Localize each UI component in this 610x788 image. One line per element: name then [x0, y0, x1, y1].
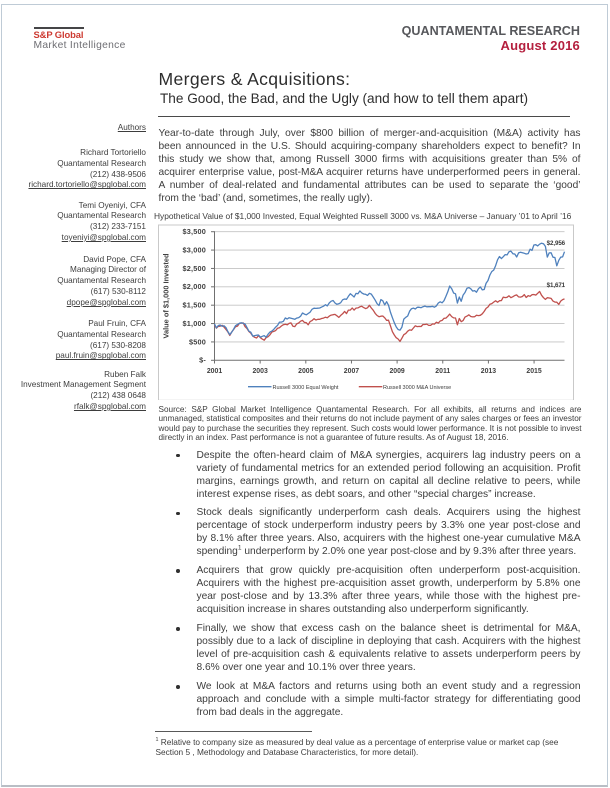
svg-text:2015: 2015	[526, 368, 541, 375]
svg-text:2013: 2013	[481, 368, 496, 375]
svg-text:$3,000: $3,000	[182, 245, 206, 254]
svg-text:$2,000: $2,000	[182, 282, 206, 291]
svg-text:Russell 3000 M&A Universe: Russell 3000 M&A Universe	[383, 385, 451, 391]
svg-text:Value of $1,000 Invested: Value of $1,000 Invested	[162, 253, 171, 339]
svg-text:$1,500: $1,500	[182, 301, 206, 310]
svg-text:$2,500: $2,500	[182, 264, 206, 273]
svg-text:2005: 2005	[298, 368, 313, 375]
svg-text:2009: 2009	[389, 368, 404, 375]
svg-text:$2,956: $2,956	[547, 240, 566, 247]
svg-text:2003: 2003	[252, 368, 267, 375]
svg-text:$1,000: $1,000	[182, 319, 206, 328]
svg-text:Russell 3000 Equal Weight: Russell 3000 Equal Weight	[273, 385, 339, 391]
svg-text:2007: 2007	[344, 368, 359, 375]
svg-text:2001: 2001	[207, 368, 222, 375]
svg-text:$1,671: $1,671	[547, 282, 566, 289]
svg-text:$3,500: $3,500	[182, 227, 206, 236]
svg-text:$-: $-	[199, 356, 206, 365]
svg-text:$500: $500	[189, 337, 206, 346]
svg-text:2011: 2011	[435, 368, 450, 375]
